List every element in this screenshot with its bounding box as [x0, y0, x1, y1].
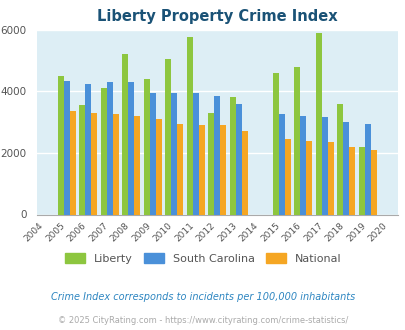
Bar: [284, 139, 290, 214]
Bar: [321, 117, 327, 214]
Bar: [348, 147, 354, 214]
Bar: [278, 115, 284, 214]
Bar: [155, 119, 161, 214]
Bar: [171, 93, 177, 214]
Bar: [235, 104, 241, 214]
Bar: [305, 141, 311, 214]
Text: Crime Index corresponds to incidents per 100,000 inhabitants: Crime Index corresponds to incidents per…: [51, 292, 354, 302]
Bar: [370, 150, 376, 214]
Bar: [79, 105, 85, 214]
Bar: [192, 93, 198, 214]
Bar: [299, 116, 305, 214]
Bar: [91, 113, 97, 214]
Bar: [198, 125, 204, 214]
Bar: [186, 37, 192, 214]
Legend: Liberty, South Carolina, National: Liberty, South Carolina, National: [60, 249, 345, 268]
Bar: [208, 113, 214, 214]
Bar: [113, 115, 118, 214]
Bar: [128, 82, 134, 214]
Bar: [364, 124, 370, 214]
Bar: [134, 116, 140, 214]
Title: Liberty Property Crime Index: Liberty Property Crime Index: [97, 9, 337, 24]
Bar: [315, 33, 321, 214]
Bar: [149, 93, 155, 214]
Bar: [241, 131, 247, 214]
Bar: [214, 96, 220, 214]
Bar: [337, 104, 342, 214]
Bar: [327, 142, 333, 214]
Bar: [70, 111, 75, 214]
Bar: [107, 82, 113, 214]
Bar: [177, 124, 183, 214]
Bar: [342, 122, 348, 214]
Bar: [58, 76, 64, 215]
Bar: [358, 147, 364, 214]
Bar: [294, 67, 299, 214]
Bar: [64, 81, 70, 214]
Bar: [122, 54, 128, 214]
Bar: [165, 59, 171, 214]
Text: © 2025 CityRating.com - https://www.cityrating.com/crime-statistics/: © 2025 CityRating.com - https://www.city…: [58, 316, 347, 325]
Bar: [85, 83, 91, 214]
Bar: [100, 88, 107, 214]
Bar: [229, 97, 235, 214]
Bar: [143, 79, 149, 214]
Bar: [272, 73, 278, 215]
Bar: [220, 125, 226, 214]
